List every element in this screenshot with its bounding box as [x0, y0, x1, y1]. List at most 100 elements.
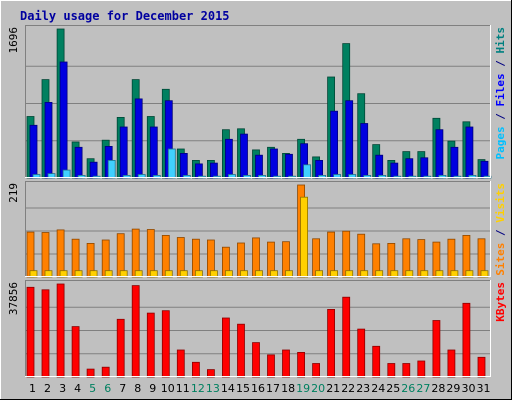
x-tick-label-day-27: 27 [416, 382, 430, 395]
bar-kbytes-day-3 [56, 283, 65, 378]
bar-pages-day-10 [167, 148, 176, 179]
legend-part: Hits [494, 27, 507, 54]
x-tick-label-day-23: 23 [356, 382, 370, 395]
legend-part: Visits [494, 183, 507, 223]
bar-kbytes-day-13 [206, 369, 215, 378]
bar-files-day-5 [89, 161, 98, 179]
panel-legend-label: KBytes [494, 282, 507, 322]
x-tick-label-day-18: 18 [281, 382, 295, 395]
x-tick-label-day-8: 8 [134, 382, 141, 395]
bar-kbytes-day-19 [297, 351, 306, 378]
bar-visits-day-21 [327, 231, 336, 278]
x-tick-label-day-31: 31 [477, 382, 491, 395]
bar-files-day-7 [119, 126, 128, 179]
panel-hits-files-pages: 1696 Pages / Files / Hits [7, 25, 507, 179]
legend-part: / [494, 54, 507, 74]
bar-files-day-21 [330, 110, 339, 179]
bar-kbytes-day-26 [402, 363, 411, 378]
bar-kbytes-day-2 [41, 289, 50, 378]
bar-files-day-1 [29, 124, 38, 179]
bar-files-day-8 [134, 98, 143, 179]
bar-files-day-13 [209, 162, 218, 179]
bar-files-day-25 [390, 162, 399, 179]
bar-files-day-24 [375, 154, 384, 179]
bar-kbytes-day-22 [342, 296, 351, 378]
bar-visits-day-8 [131, 228, 140, 278]
bar-kbytes-day-20 [312, 363, 321, 378]
x-axis-labels: 1 2 3 4 5 6 7 8 9 10 11 12 13 14 15 16 17 18 19 20 21 22 23 24 2… [29, 382, 491, 395]
legend-part: Sites [494, 243, 507, 276]
bar-visits-day-3 [56, 229, 65, 278]
bar-kbytes-day-23 [357, 328, 366, 378]
bar-kbytes-day-17 [267, 354, 275, 378]
bar-kbytes-day-25 [387, 363, 396, 378]
bar-kbytes-day-16 [252, 342, 260, 378]
bar-files-day-2 [44, 102, 53, 179]
bar-kbytes-day-15 [237, 323, 245, 378]
bar-files-day-30 [465, 126, 474, 179]
x-tick-label-day-6: 6 [104, 382, 111, 395]
panel-kbytes: 37856 KBytes [7, 280, 507, 378]
x-tick-label-day-29: 29 [446, 382, 460, 395]
x-tick-label-day-13: 13 [206, 382, 220, 395]
bar-kbytes-day-30 [462, 302, 471, 378]
legend-part: KBytes [494, 282, 507, 322]
bar-files-day-22 [345, 100, 354, 179]
x-tick-label-day-22: 22 [341, 382, 355, 395]
bar-files-day-28 [435, 129, 444, 179]
bar-kbytes-day-6 [101, 366, 110, 378]
bar-files-day-31 [480, 160, 489, 179]
bar-files-day-4 [74, 146, 83, 179]
bar-files-day-29 [450, 146, 459, 179]
chart-title: Daily usage for December 2015 [20, 9, 230, 23]
bar-files-day-17 [270, 148, 278, 179]
x-tick-label-day-20: 20 [311, 382, 325, 395]
panel-max-label: 1696 [7, 27, 20, 54]
x-tick-label-day-21: 21 [326, 382, 340, 395]
x-tick-label-day-30: 30 [462, 382, 476, 395]
x-tick-label-day-16: 16 [251, 382, 265, 395]
x-tick-label-day-11: 11 [176, 382, 190, 395]
x-tick-label-day-14: 14 [221, 382, 235, 395]
x-tick-label-day-5: 5 [89, 382, 96, 395]
bar-kbytes-day-7 [116, 318, 125, 378]
bar-files-day-11 [179, 152, 188, 179]
bar-kbytes-day-29 [447, 349, 456, 378]
bar-files-day-16 [255, 154, 263, 179]
bar-kbytes-day-11 [176, 349, 185, 378]
legend-part: / [494, 107, 507, 127]
bar-kbytes-day-31 [477, 356, 486, 378]
bar-kbytes-day-1 [26, 286, 35, 378]
bar-kbytes-day-14 [221, 317, 230, 378]
bar-kbytes-day-8 [131, 285, 140, 378]
x-tick-label-day-9: 9 [149, 382, 156, 395]
bar-kbytes-day-4 [71, 326, 80, 378]
bar-files-day-9 [149, 126, 158, 179]
bar-kbytes-day-10 [161, 310, 170, 378]
bar-files-day-3 [59, 61, 68, 179]
x-tick-label-day-10: 10 [161, 382, 175, 395]
x-tick-label-day-25: 25 [386, 382, 400, 395]
x-tick-label-day-12: 12 [191, 382, 205, 395]
bar-kbytes-day-5 [86, 368, 95, 378]
x-tick-label-day-19: 19 [296, 382, 310, 395]
x-tick-label-day-15: 15 [236, 382, 250, 395]
x-tick-label-day-17: 17 [266, 382, 280, 395]
bar-pages-day-3 [62, 169, 71, 179]
bar-kbytes-day-21 [327, 308, 336, 378]
bar-kbytes-day-27 [417, 360, 426, 378]
legend-part: Pages [494, 126, 507, 159]
x-tick-label-day-2: 2 [44, 382, 51, 395]
legend-part: Files [494, 73, 507, 106]
bar-files-day-15 [240, 133, 248, 179]
bar-pages-day-6 [107, 159, 116, 179]
x-tick-label-day-1: 1 [29, 382, 36, 395]
bar-kbytes-day-18 [282, 349, 290, 378]
legend-part: / [494, 223, 507, 243]
bar-files-day-27 [420, 157, 429, 179]
bar-kbytes-day-24 [372, 345, 381, 378]
bar-kbytes-day-9 [146, 312, 155, 378]
x-tick-label-day-4: 4 [74, 382, 81, 395]
x-tick-label-day-26: 26 [401, 382, 415, 395]
panel-legend-label: Sites / Visits [494, 183, 507, 276]
